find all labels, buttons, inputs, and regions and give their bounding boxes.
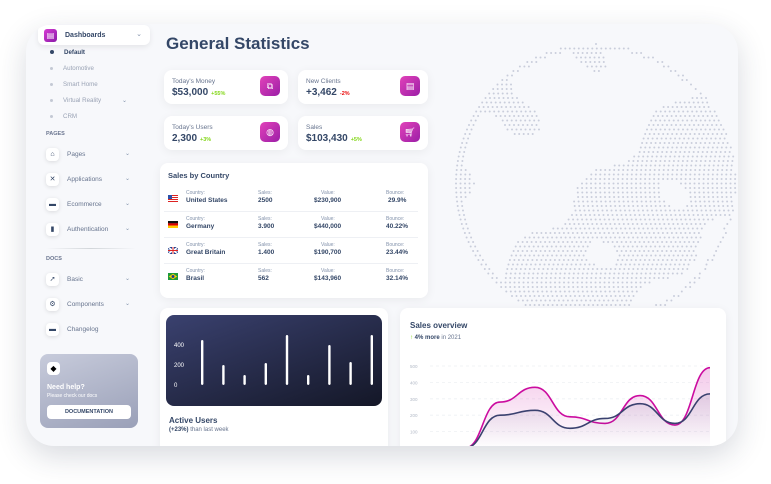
sidebar-item-ecommerce[interactable]: ▬ Ecommerce ⌄ — [46, 197, 136, 211]
chevron-down-icon: ⌄ — [122, 98, 128, 104]
bar — [264, 363, 267, 385]
table-row: Country: Brasil Sales: 562 Value: $143,9… — [160, 264, 422, 290]
sidebar-item-pages[interactable]: ⌂ Pages ⌄ — [46, 147, 136, 161]
bar — [243, 375, 246, 385]
clipboard-icon: ▤ — [400, 76, 420, 96]
credit-card-icon: ▬ — [46, 322, 59, 336]
y-tick-label: 300 — [410, 397, 418, 402]
bar — [285, 335, 289, 385]
help-card: ◆ Need help? Please check our docs DOCUM… — [40, 354, 138, 428]
shop-icon: ⌂ — [46, 147, 59, 161]
stat-card-todays-money: Today's Money $53,000 +55% ⧉ — [164, 70, 288, 104]
flag-gb-icon — [168, 247, 178, 254]
tools-icon: ✕ — [46, 172, 59, 186]
chevron-down-icon: ⌄ — [124, 201, 130, 207]
sidebar-item-components[interactable]: ⚙ Components ⌄ — [46, 297, 136, 311]
sidebar-item-changelog[interactable]: ▬ Changelog — [46, 322, 136, 336]
dashboard-icon: ▤ — [44, 28, 57, 42]
bar — [370, 335, 373, 385]
card-icon: ▬ — [46, 197, 59, 211]
divider — [46, 248, 136, 249]
sidebar-subitem-virtual-reality[interactable]: Virtual Reality ⌄ — [50, 97, 127, 104]
bar — [222, 365, 225, 385]
stat-card-new-clients: New Clients +3,462 -2% ▤ — [298, 70, 428, 104]
bar — [328, 345, 331, 385]
bar — [201, 340, 204, 385]
globe-illustration — [455, 43, 737, 324]
sidebar: ▤ Dashboards ⌄ Default Automotive Smart … — [26, 24, 150, 446]
sidebar-subitem-smart-home[interactable]: Smart Home — [50, 81, 98, 88]
sidebar-item-basic[interactable]: ➚ Basic ⌄ — [46, 272, 136, 286]
arrow-up-icon: ↑ — [410, 335, 413, 341]
flag-br-icon — [168, 273, 178, 280]
rocket-icon: ➚ — [46, 272, 59, 286]
settings-icon: ⚙ — [46, 297, 59, 311]
page-title: General Statistics — [166, 34, 310, 53]
bar — [307, 375, 310, 385]
money-icon: ⧉ — [260, 76, 280, 96]
sales-overview-title: Sales overview — [410, 321, 468, 330]
sidebar-item-authentication[interactable]: ▮ Authentication ⌄ — [46, 222, 136, 236]
section-heading-pages: PAGES — [46, 131, 65, 137]
cart-icon: 🛒︎ — [400, 122, 420, 142]
sidebar-item-dashboards[interactable]: ▤ Dashboards ⌄ — [38, 25, 150, 45]
bar — [349, 362, 352, 385]
documentation-button[interactable]: DOCUMENTATION — [47, 405, 131, 419]
sidebar-subitem-automotive[interactable]: Automotive — [50, 65, 94, 72]
active-users-subtitle: (+23%) than last week — [169, 427, 229, 433]
card-title: Sales by Country — [168, 171, 230, 180]
sidebar-item-applications[interactable]: ✕ Applications ⌄ — [46, 172, 136, 186]
help-title: Need help? — [47, 384, 85, 391]
stat-card-todays-users: Today's Users 2,300 +3% ◍ — [164, 116, 288, 150]
diamond-icon: ◆ — [47, 362, 60, 375]
y-tick-label: 0 — [174, 383, 178, 389]
sales-overview-line-chart: 500 400 300 200 100 — [410, 364, 711, 446]
series-line — [470, 393, 711, 446]
chevron-down-icon: ⌄ — [124, 176, 130, 182]
y-tick-label: 200 — [174, 363, 185, 369]
globe-icon: ◍ — [260, 122, 280, 142]
chevron-down-icon: ⌄ — [124, 301, 130, 307]
table-row: Country: United States Sales: 2500 Value… — [160, 186, 422, 212]
y-tick-label: 400 — [410, 380, 418, 385]
sales-overview-card: 500 400 300 200 100 — [400, 308, 726, 446]
active-users-bar-chart: 400 200 0 — [174, 335, 373, 389]
y-tick-label: 400 — [174, 343, 185, 349]
app-window: ▤ Dashboards ⌄ Default Automotive Smart … — [26, 24, 738, 446]
chevron-down-icon: ⌄ — [136, 31, 142, 38]
sidebar-subitem-crm[interactable]: CRM — [50, 113, 77, 120]
sales-by-country-card: Sales by Country Country: United States … — [160, 163, 428, 298]
y-tick-label: 200 — [410, 413, 418, 418]
y-tick-label: 100 — [410, 430, 418, 435]
section-heading-docs: DOCS — [46, 256, 62, 262]
sales-overview-subtitle: ↑ 4% more in 2021 — [410, 335, 462, 341]
flag-us-icon — [168, 195, 178, 202]
active-users-title: Active Users — [169, 416, 218, 425]
active-users-chart-panel: 400 200 0 — [166, 315, 382, 406]
sidebar-subitem-default[interactable]: Default — [50, 49, 85, 56]
table-row: Country: Germany Sales: 3.900 Value: $44… — [160, 212, 422, 238]
sidebar-item-label: Dashboards — [65, 31, 106, 39]
y-tick-label: 500 — [410, 364, 418, 369]
table-row: Country: Great Britain Sales: 1.400 Valu… — [160, 238, 422, 264]
chevron-down-icon: ⌄ — [124, 226, 130, 232]
document-icon: ▮ — [46, 222, 59, 236]
chevron-down-icon: ⌄ — [124, 151, 130, 157]
flag-de-icon — [168, 221, 178, 228]
help-subtitle: Please check our docs — [47, 393, 98, 399]
chevron-down-icon: ⌄ — [124, 276, 130, 282]
stat-card-sales: Sales $103,430 +5% 🛒︎ — [298, 116, 428, 150]
